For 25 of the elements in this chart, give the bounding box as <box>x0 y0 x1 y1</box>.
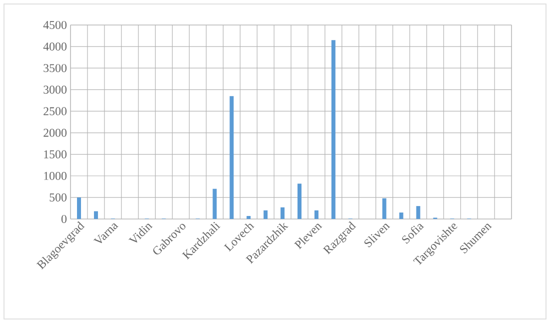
bar <box>246 216 251 219</box>
y-tick-label: 1000 <box>44 172 67 180</box>
y-tick-label: 500 <box>50 193 67 202</box>
bar <box>382 198 386 219</box>
bar <box>230 96 234 219</box>
bar <box>298 184 302 219</box>
y-tick-label: 4500 <box>43 20 67 30</box>
bar <box>331 40 336 219</box>
y-tick-label: 1500 <box>44 150 67 158</box>
bar <box>94 211 98 219</box>
y-tick-label: 0 <box>61 214 67 224</box>
bar <box>212 188 217 219</box>
y-tick-label: 3500 <box>44 64 67 72</box>
x-tick-label: Varna <box>93 223 118 244</box>
bar <box>280 207 285 219</box>
y-tick-label: 2500 <box>44 107 67 116</box>
bar <box>314 210 318 219</box>
y-tick-label: 4000 <box>43 42 67 51</box>
bar <box>264 210 268 219</box>
bar <box>399 212 404 219</box>
bar <box>77 197 81 219</box>
bar <box>416 206 420 219</box>
y-tick-label: 2000 <box>44 128 67 137</box>
y-tick-label: 3000 <box>44 86 67 94</box>
x-tick-label: Vidin <box>128 224 153 242</box>
